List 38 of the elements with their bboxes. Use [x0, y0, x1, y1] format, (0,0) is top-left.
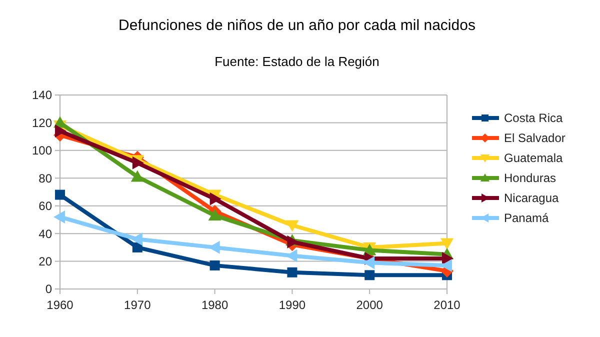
x-tick-label: 1970 — [124, 298, 152, 312]
point — [55, 124, 66, 138]
point — [210, 260, 220, 270]
legend-label: Panamá — [504, 211, 550, 226]
point — [287, 267, 298, 278]
x-tick-label: 2000 — [356, 298, 384, 312]
point — [286, 220, 299, 232]
point — [130, 232, 142, 246]
point — [208, 209, 222, 221]
y-tick-label: 0 — [45, 282, 52, 296]
point — [210, 192, 222, 206]
legend-label: El Salvador — [504, 131, 566, 146]
y-tick-label: 60 — [38, 199, 52, 214]
legend-label: Honduras — [504, 171, 556, 186]
y-tick-label: 20 — [38, 254, 52, 268]
y-tick-label: 40 — [38, 226, 52, 241]
y-tick-label: 100 — [32, 144, 52, 158]
point — [130, 170, 144, 182]
x-tick-label: 1990 — [278, 298, 306, 312]
x-tick-label: 1960 — [46, 298, 74, 312]
x-tick-label: 1980 — [201, 298, 228, 312]
y-tick-label: 140 — [32, 88, 52, 102]
point — [442, 252, 454, 266]
point — [440, 238, 454, 250]
point — [132, 242, 142, 252]
y-tick-label: 80 — [38, 171, 52, 186]
legend-label: Nicaragua — [504, 191, 560, 206]
point — [287, 235, 299, 248]
chart-title: Defunciones de niños de un año por cada mil nacidos — [118, 17, 476, 34]
x-tick-label: 2010 — [434, 298, 461, 312]
point — [55, 190, 65, 200]
chart-subtitle: Fuente: Estado de la Región — [214, 54, 380, 69]
point — [364, 270, 375, 280]
legend-label: Guatemala — [504, 151, 564, 166]
legend-label: Costa Rica — [504, 111, 564, 126]
point — [132, 156, 144, 170]
point — [54, 210, 65, 224]
y-tick-label: 120 — [32, 116, 52, 130]
